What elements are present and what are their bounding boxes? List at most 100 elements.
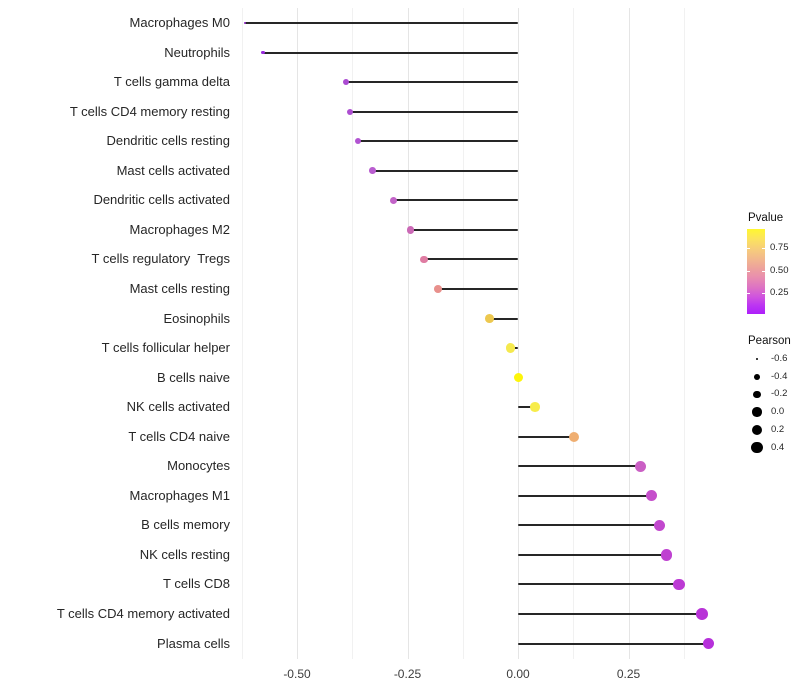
- y-axis-label: Monocytes: [167, 458, 230, 474]
- lollipop-stem: [372, 169, 518, 172]
- lollipop-stem: [518, 553, 667, 556]
- y-axis-label: T cells follicular helper: [101, 340, 230, 356]
- lollipop-stem: [357, 140, 518, 143]
- pearson-legend-dot: [753, 390, 761, 399]
- lollipop-stem: [244, 22, 518, 24]
- x-axis-tick-label: 0.00: [506, 667, 530, 681]
- y-axis-label: Dendritic cells resting: [106, 133, 230, 149]
- x-axis-tick-label: 0.25: [616, 667, 641, 681]
- lollipop-stem: [518, 435, 574, 438]
- lollipop-dot: [434, 285, 442, 293]
- major-gridline: [297, 8, 298, 659]
- lollipop-stem: [345, 81, 518, 84]
- pearson-legend-label: -0.4: [771, 370, 788, 382]
- minor-gridline: [241, 8, 243, 659]
- pvalue-tick-mark: [762, 247, 765, 249]
- y-axis-label: T cells CD4 memory resting: [69, 103, 230, 119]
- y-axis-label: Plasma cells: [157, 635, 230, 651]
- pearson-legend-label: 0.2: [771, 423, 785, 435]
- y-axis-label: Dendritic cells activated: [93, 192, 230, 208]
- lollipop-dot: [347, 108, 354, 115]
- lollipop-dot: [660, 549, 673, 561]
- lollipop-dot: [485, 314, 495, 323]
- pvalue-tick-label: 0.25: [770, 287, 789, 299]
- lollipop-stem: [518, 642, 709, 645]
- lollipop-dot: [506, 343, 516, 353]
- lollipop-stem: [393, 199, 518, 202]
- lollipop-dot: [673, 578, 685, 591]
- pearson-legend-dot: [752, 407, 762, 417]
- lollipop-stem: [518, 583, 679, 586]
- lollipop-dot: [530, 402, 540, 412]
- y-axis-label: NK cells resting: [139, 546, 230, 562]
- lollipop-dot: [420, 255, 428, 264]
- lollipop-stem: [518, 406, 535, 409]
- lollipop-dot: [389, 196, 397, 204]
- minor-gridline: [683, 8, 685, 659]
- minor-gridline: [573, 8, 575, 659]
- pearson-legend-dot: [754, 373, 760, 380]
- lollipop-dot: [369, 167, 376, 175]
- minor-gridline: [462, 8, 464, 659]
- lollipop-dot: [695, 608, 708, 620]
- pvalue-tick-mark: [747, 270, 750, 272]
- pvalue-tick-mark: [747, 293, 750, 295]
- y-axis-label: T cells CD8: [163, 576, 230, 592]
- pvalue-legend-title: Pvalue: [748, 212, 784, 224]
- y-axis-label: Neutrophils: [164, 44, 230, 60]
- pvalue-tick-label: 0.50: [770, 264, 789, 276]
- lollipop-stem: [437, 287, 518, 290]
- pearson-legend-label: 0.0: [771, 406, 785, 418]
- lollipop-dot: [568, 431, 579, 442]
- pvalue-tick-label: 0.75: [770, 241, 789, 253]
- y-axis-label: T cells regulatory Tregs: [91, 251, 230, 267]
- lollipop-stem: [518, 524, 660, 527]
- lollipop-stem: [350, 110, 518, 113]
- y-axis-label: Macrophages M1: [129, 487, 230, 503]
- pvalue-tick-mark: [747, 247, 750, 249]
- lollipop-stem: [262, 51, 518, 54]
- pvalue-gradient-bar: [747, 229, 765, 314]
- y-axis-label: B cells naive: [157, 369, 230, 385]
- lollipop-stem: [410, 228, 518, 231]
- minor-gridline: [352, 8, 354, 659]
- y-axis-label: B cells memory: [141, 517, 230, 533]
- pvalue-tick-mark: [762, 293, 765, 295]
- pvalue-tick-mark: [762, 270, 765, 272]
- lollipop-dot: [645, 490, 658, 502]
- lollipop-dot: [243, 21, 247, 25]
- lollipop-dot: [261, 50, 265, 55]
- y-axis-label: T cells gamma delta: [113, 74, 230, 90]
- y-axis-label: T cells CD4 memory activated: [56, 606, 230, 621]
- x-axis-tick-label: -0.25: [393, 667, 422, 681]
- lollipop-dot: [702, 637, 715, 650]
- pearson-legend-dot: [755, 357, 759, 361]
- lollipop-dot: [406, 226, 415, 234]
- major-gridline: [628, 8, 630, 659]
- lollipop-stem: [489, 317, 518, 320]
- pearson-legend-dot: [751, 441, 763, 454]
- pearson-legend-label: -0.2: [771, 388, 788, 400]
- y-axis-label: Eosinophils: [163, 310, 231, 326]
- lollipop-dot: [354, 138, 362, 145]
- y-axis-label: Mast cells resting: [129, 280, 230, 296]
- pearson-legend-title: Pearson: [748, 335, 791, 347]
- pearson-legend-dot: [751, 424, 763, 436]
- major-gridline: [518, 8, 519, 659]
- lollipop-stem: [423, 258, 518, 261]
- y-axis-label: Mast cells activated: [116, 162, 230, 178]
- lollipop-dot: [634, 460, 646, 472]
- y-axis-label: NK cells activated: [126, 399, 230, 415]
- pearson-legend-label: -0.6: [771, 353, 788, 364]
- pearson-legend-label: 0.4: [771, 441, 785, 453]
- lollipop-dot: [513, 372, 524, 383]
- lollipop-stem: [518, 613, 702, 615]
- major-gridline: [407, 8, 409, 659]
- y-axis-label: Macrophages M0: [129, 15, 230, 30]
- lollipop-dot: [654, 519, 666, 531]
- lollipop-stem: [518, 465, 641, 468]
- y-axis-label: Macrophages M2: [129, 221, 230, 237]
- lollipop-stem: [518, 494, 652, 497]
- y-axis-label: T cells CD4 naive: [128, 428, 230, 444]
